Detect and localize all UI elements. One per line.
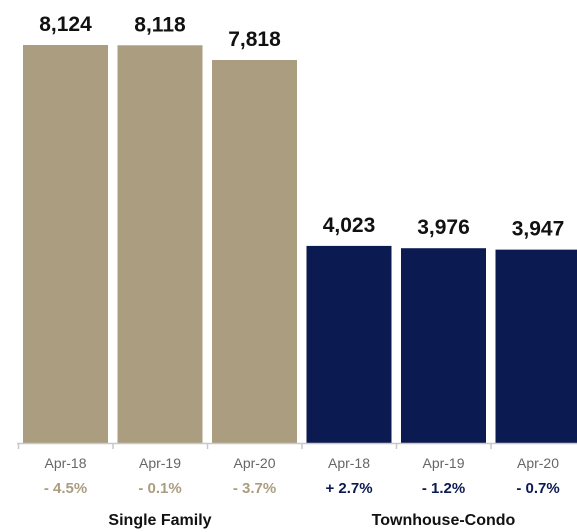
bar	[306, 245, 392, 443]
data-label: 8,124	[39, 13, 92, 36]
x-tick-label: Apr-18	[44, 455, 86, 471]
data-label: 7,818	[228, 28, 281, 51]
bar	[401, 248, 486, 443]
data-label: 4,023	[323, 214, 376, 237]
data-label: 3,947	[512, 218, 565, 241]
data-label: 8,118	[134, 13, 186, 36]
x-tick-label: Apr-20	[233, 455, 275, 471]
bar	[117, 45, 203, 443]
x-tick-label: Apr-19	[139, 455, 181, 471]
percent-change-label: - 0.1%	[138, 480, 181, 497]
data-label: 3,976	[417, 216, 470, 239]
bar	[23, 45, 108, 443]
percent-change-label: - 3.7%	[233, 480, 276, 497]
x-tick-label: Apr-19	[422, 455, 464, 471]
x-tick-label: Apr-18	[328, 455, 370, 471]
bar	[212, 59, 297, 443]
percent-change-label: - 1.2%	[422, 480, 465, 497]
x-tick-label: Apr-20	[517, 455, 559, 471]
percent-change-label: + 2.7%	[325, 480, 372, 497]
group-label: Townhouse-Condo	[372, 512, 516, 529]
percent-change-label: - 0.7%	[516, 480, 559, 497]
group-label: Single Family	[108, 512, 211, 529]
bar	[495, 249, 577, 443]
percent-change-label: - 4.5%	[44, 480, 87, 497]
